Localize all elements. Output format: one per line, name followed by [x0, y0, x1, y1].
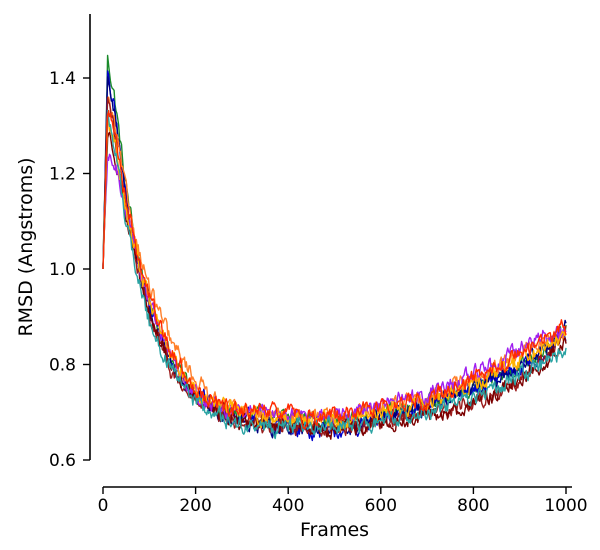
y-tick-label: 1.0	[49, 260, 76, 280]
ticks: 0 200 400 600 800 1000 0.6 0.8 1.0 1.2 1.4	[49, 69, 588, 516]
x-axis-title: Frames	[300, 519, 369, 541]
y-tick-label: 1.2	[49, 165, 76, 185]
x-tick-label: 800	[457, 496, 489, 516]
y-tick-label: 1.4	[49, 69, 76, 89]
x-tick-label: 0	[98, 496, 109, 516]
series-line-3	[102, 76, 567, 439]
axes	[89, 14, 572, 488]
series-line-10	[102, 109, 567, 430]
x-tick-label: 400	[272, 496, 304, 516]
x-tick-label: 1000	[544, 496, 587, 516]
x-tick-label: 600	[365, 496, 397, 516]
plot-area	[102, 54, 567, 442]
y-tick-label: 0.6	[49, 451, 76, 471]
series-line-6	[102, 131, 567, 440]
y-axis-title: RMSD (Angstroms)	[15, 157, 37, 336]
y-tick-label: 0.8	[49, 356, 76, 376]
x-tick-label: 200	[179, 496, 211, 516]
series-line-9	[102, 109, 567, 440]
